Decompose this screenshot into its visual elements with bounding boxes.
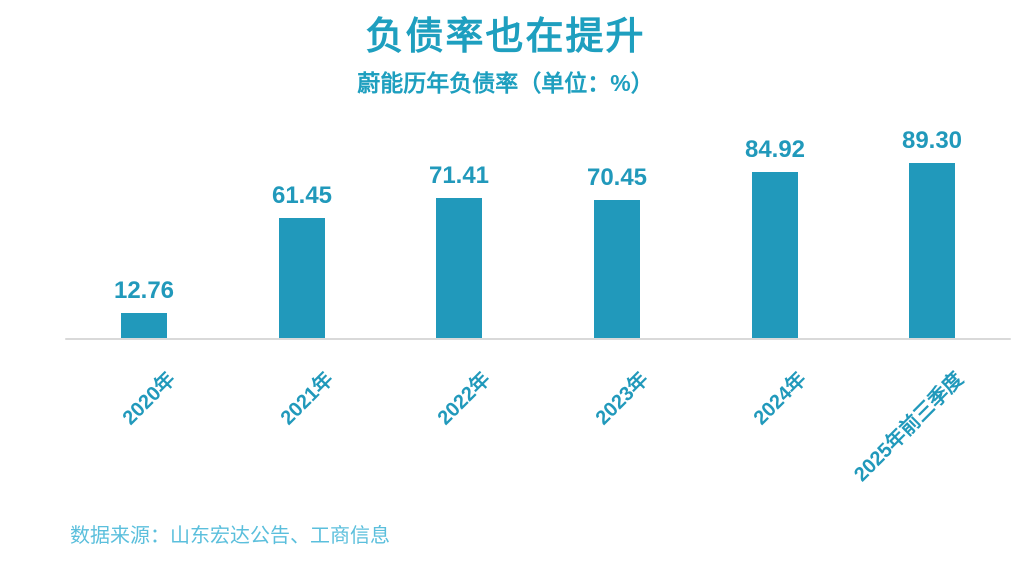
bar	[279, 218, 325, 338]
x-axis-line	[65, 338, 1011, 340]
chart-subtitle: 蔚能历年负债率（单位：%）	[357, 70, 654, 96]
bar	[752, 172, 798, 338]
bar-value-label: 89.30	[901, 127, 963, 154]
bar-value-label: 12.76	[113, 277, 175, 304]
bar	[436, 198, 482, 338]
chart-title: 负债率也在提升	[365, 16, 646, 58]
bar	[594, 200, 640, 338]
bar-value-label: 84.92	[744, 136, 806, 163]
x-tick-label: 2025年前三季度	[850, 368, 968, 486]
bar	[121, 313, 167, 338]
bar-value-label: 70.45	[586, 164, 648, 191]
bar-value-label: 71.41	[428, 162, 490, 189]
bar	[909, 163, 955, 338]
bar-value-label: 61.45	[271, 182, 333, 209]
data-source-note: 数据来源：山东宏达公告、工商信息	[70, 525, 390, 547]
